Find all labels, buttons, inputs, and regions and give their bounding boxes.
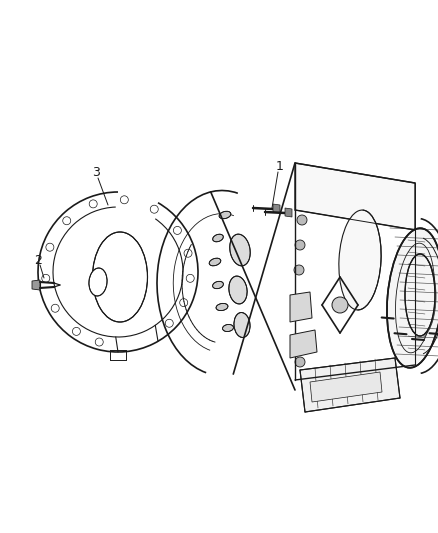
Ellipse shape xyxy=(230,234,250,266)
Ellipse shape xyxy=(339,210,381,310)
Circle shape xyxy=(295,240,305,250)
Ellipse shape xyxy=(387,228,438,368)
Ellipse shape xyxy=(405,254,435,336)
Ellipse shape xyxy=(212,281,223,289)
Ellipse shape xyxy=(229,276,247,304)
Ellipse shape xyxy=(213,234,223,242)
Polygon shape xyxy=(300,358,400,412)
Ellipse shape xyxy=(223,325,233,332)
Text: 3: 3 xyxy=(92,166,100,180)
Ellipse shape xyxy=(234,312,250,337)
Polygon shape xyxy=(273,204,280,213)
Ellipse shape xyxy=(92,232,148,322)
Ellipse shape xyxy=(89,268,107,296)
Circle shape xyxy=(293,335,303,345)
Polygon shape xyxy=(290,330,317,358)
Circle shape xyxy=(295,357,305,367)
Text: 2: 2 xyxy=(34,254,42,266)
Circle shape xyxy=(294,265,304,275)
Text: 1: 1 xyxy=(276,160,284,174)
Ellipse shape xyxy=(219,211,231,219)
Polygon shape xyxy=(295,163,415,230)
Ellipse shape xyxy=(209,258,221,266)
Circle shape xyxy=(297,215,307,225)
Polygon shape xyxy=(285,208,292,217)
Circle shape xyxy=(332,297,348,313)
Circle shape xyxy=(296,302,306,312)
Polygon shape xyxy=(310,372,382,402)
Polygon shape xyxy=(32,280,40,290)
Ellipse shape xyxy=(216,303,228,311)
Polygon shape xyxy=(290,292,312,322)
